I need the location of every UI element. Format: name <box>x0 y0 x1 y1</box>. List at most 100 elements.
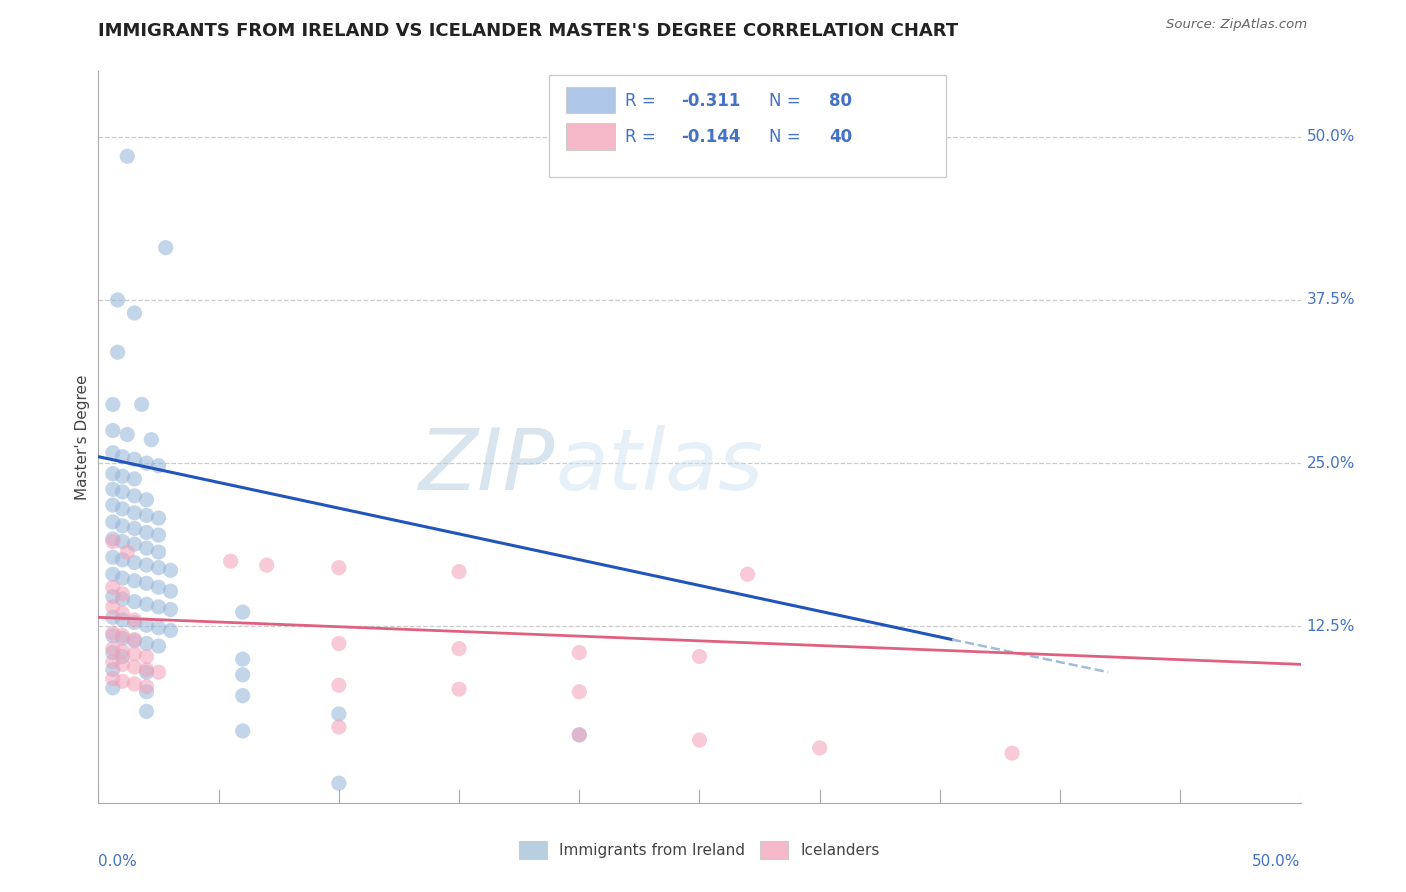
Point <box>447 641 470 656</box>
Point <box>101 641 124 656</box>
Point <box>568 728 591 742</box>
Point <box>101 567 124 582</box>
Text: -0.311: -0.311 <box>682 92 741 110</box>
Point <box>148 528 170 542</box>
Point <box>111 632 134 646</box>
Point <box>148 599 170 614</box>
Point <box>111 469 134 483</box>
Point <box>232 689 254 703</box>
Point <box>124 677 146 691</box>
Point <box>232 652 254 666</box>
Point <box>101 626 124 640</box>
Text: -0.144: -0.144 <box>682 128 741 146</box>
Point <box>111 450 134 464</box>
Y-axis label: Master's Degree: Master's Degree <box>75 375 90 500</box>
Point <box>447 565 470 579</box>
Point <box>117 427 139 442</box>
Point <box>124 506 146 520</box>
Point <box>124 537 146 551</box>
FancyBboxPatch shape <box>567 123 616 150</box>
Point <box>101 483 124 497</box>
Point <box>135 705 157 719</box>
Point <box>111 674 134 689</box>
Point <box>141 433 163 447</box>
Point <box>124 633 146 648</box>
Point <box>688 649 710 664</box>
Text: Source: ZipAtlas.com: Source: ZipAtlas.com <box>1167 18 1308 31</box>
Point <box>135 685 157 699</box>
Point <box>101 646 124 660</box>
Point <box>124 574 146 588</box>
Point <box>111 644 134 658</box>
Point <box>101 467 124 481</box>
Point <box>101 446 124 460</box>
Point <box>148 511 170 525</box>
Point <box>111 587 134 601</box>
Text: N =: N = <box>769 92 806 110</box>
Point <box>101 397 124 411</box>
Point <box>111 553 134 567</box>
Point <box>101 672 124 686</box>
Point <box>148 665 170 680</box>
Text: 12.5%: 12.5% <box>1306 619 1355 634</box>
Point <box>808 740 831 755</box>
Point <box>1001 746 1024 760</box>
Point <box>101 532 124 546</box>
Point <box>124 521 146 535</box>
Point <box>101 599 124 614</box>
Point <box>111 485 134 500</box>
Point <box>148 639 170 653</box>
Point <box>155 241 177 255</box>
Text: R =: R = <box>624 128 661 146</box>
Point <box>328 678 350 692</box>
Point <box>124 489 146 503</box>
Point <box>148 545 170 559</box>
Point <box>232 605 254 619</box>
Point <box>131 397 153 411</box>
Point <box>124 556 146 570</box>
Point <box>159 624 181 638</box>
FancyBboxPatch shape <box>567 87 616 113</box>
Point <box>124 615 146 630</box>
Point <box>111 592 134 607</box>
Point <box>124 595 146 609</box>
Point <box>328 560 350 574</box>
Point <box>737 567 759 582</box>
Point <box>111 607 134 621</box>
Text: 0.0%: 0.0% <box>98 854 138 869</box>
Text: 25.0%: 25.0% <box>1306 456 1355 471</box>
Point <box>135 618 157 632</box>
Point <box>124 613 146 627</box>
Point <box>135 649 157 664</box>
FancyBboxPatch shape <box>550 75 946 178</box>
Point <box>101 498 124 512</box>
Point <box>101 655 124 669</box>
Point <box>328 720 350 734</box>
Point <box>101 629 124 643</box>
Point <box>568 728 591 742</box>
Point <box>135 636 157 650</box>
Point <box>135 541 157 555</box>
Legend: Immigrants from Ireland, Icelanders: Immigrants from Ireland, Icelanders <box>513 835 886 864</box>
Text: 40: 40 <box>830 128 852 146</box>
Point <box>101 515 124 529</box>
Point <box>148 621 170 635</box>
Point <box>135 456 157 470</box>
Point <box>135 492 157 507</box>
Point <box>107 345 129 359</box>
Text: 50.0%: 50.0% <box>1253 854 1301 869</box>
Point <box>124 647 146 661</box>
Point <box>101 534 124 549</box>
Point <box>148 580 170 594</box>
Point <box>124 452 146 467</box>
Text: IMMIGRANTS FROM IRELAND VS ICELANDER MASTER'S DEGREE CORRELATION CHART: IMMIGRANTS FROM IRELAND VS ICELANDER MAS… <box>98 22 959 40</box>
Point <box>111 613 134 627</box>
Point <box>101 663 124 677</box>
Text: 80: 80 <box>830 92 852 110</box>
Point <box>148 458 170 473</box>
Point <box>111 571 134 585</box>
Point <box>111 502 134 516</box>
Text: 37.5%: 37.5% <box>1306 293 1355 308</box>
Point <box>232 667 254 682</box>
Point <box>135 680 157 694</box>
